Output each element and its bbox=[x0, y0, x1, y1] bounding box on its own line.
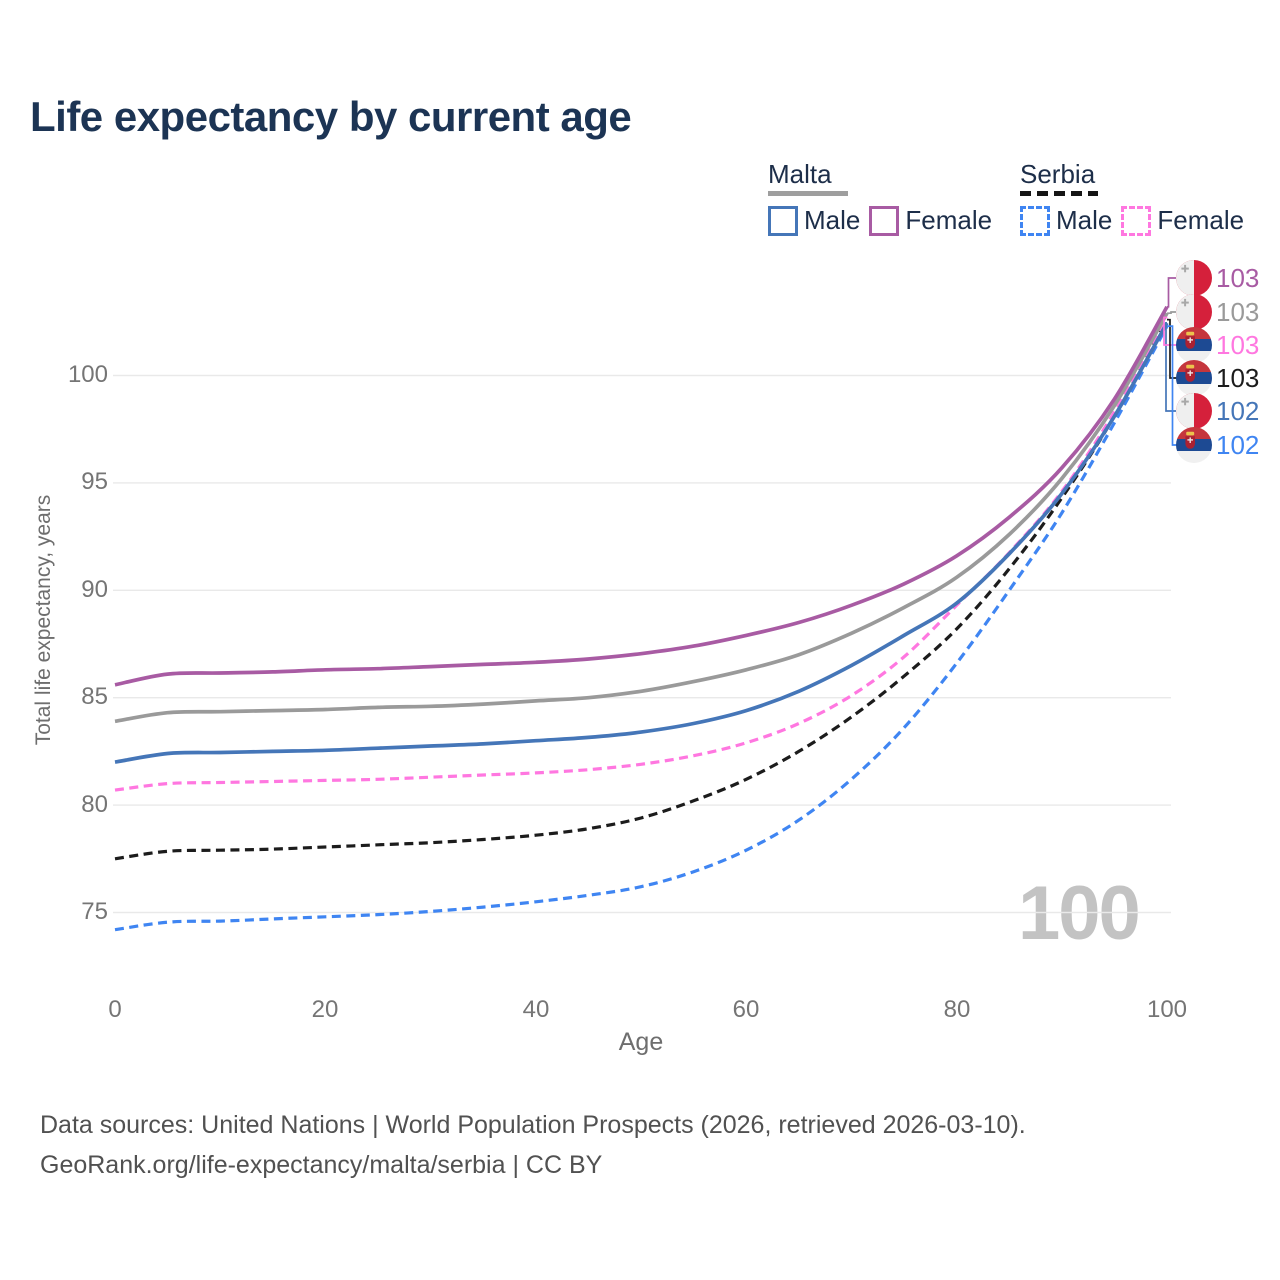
x-axis-title: Age bbox=[618, 1028, 664, 1056]
legend-entries-malta: Male Female bbox=[768, 205, 992, 236]
y-tick-label: 95 bbox=[81, 468, 108, 495]
data-sources-text: Data sources: United Nations | World Pop… bbox=[40, 1111, 1026, 1139]
y-tick-label: 85 bbox=[81, 683, 108, 710]
page-title: Life expectancy by current age bbox=[30, 93, 632, 140]
end-label-row: 103 bbox=[1176, 360, 1259, 396]
y-tick-label: 90 bbox=[81, 576, 108, 603]
legend-item-serbia-male[interactable]: Male bbox=[1020, 205, 1112, 236]
y-tick-label: 100 bbox=[67, 361, 108, 388]
series-line-malta-female bbox=[114, 305, 1169, 687]
end-label-value: 103 bbox=[1216, 296, 1260, 327]
leader-line-malta-both-sexes bbox=[1167, 311, 1177, 315]
malta-flag-icon bbox=[1176, 393, 1212, 429]
x-tick-label: 40 bbox=[522, 996, 550, 1023]
legend-entries-serbia: Male Female bbox=[1020, 205, 1244, 236]
leader-line-serbia-both-sexes bbox=[1167, 318, 1177, 379]
x-tick-label: 80 bbox=[943, 996, 971, 1023]
series-line-serbia-both-sexes bbox=[114, 318, 1169, 861]
serbia-flag-icon bbox=[1176, 427, 1212, 463]
malta-female-swatch-icon bbox=[869, 205, 900, 236]
series-line-malta-both-sexes bbox=[114, 312, 1169, 724]
x-tick-label: 20 bbox=[311, 996, 339, 1023]
leader-line-malta-female bbox=[1167, 277, 1177, 308]
end-label-value: 103 bbox=[1216, 262, 1260, 293]
malta-flag-icon bbox=[1176, 260, 1212, 296]
malta-flag-icon bbox=[1176, 294, 1212, 330]
legend-label: Male bbox=[804, 205, 861, 235]
end-label-row: 103 bbox=[1176, 327, 1259, 363]
age-watermark: 100 bbox=[1018, 871, 1141, 956]
end-label-row: 102 bbox=[1176, 393, 1259, 429]
serbia-flag-icon bbox=[1176, 327, 1212, 363]
end-label-value: 103 bbox=[1216, 362, 1260, 393]
end-label-row: 103 bbox=[1176, 260, 1259, 296]
leader-line-malta-male bbox=[1165, 322, 1177, 412]
end-label-value: 103 bbox=[1216, 329, 1260, 360]
legend-group-serbia: Serbia bbox=[1020, 160, 1098, 196]
legend-group-malta-label: Malta bbox=[768, 159, 832, 189]
end-label-row: 103 bbox=[1176, 294, 1259, 330]
legend-group-serbia-label: Serbia bbox=[1020, 159, 1096, 189]
x-tick-label: 0 bbox=[108, 996, 122, 1023]
serbia-male-swatch-icon bbox=[1020, 205, 1050, 236]
series-line-serbia-male bbox=[114, 325, 1169, 932]
series-line-malta-male bbox=[114, 321, 1169, 764]
legend-label: Female bbox=[1157, 205, 1245, 235]
legend-item-serbia-female[interactable]: Female bbox=[1121, 205, 1244, 236]
legend-label: Female bbox=[905, 205, 993, 235]
y-tick-label: 75 bbox=[81, 898, 108, 925]
legend-item-malta-male[interactable]: Male bbox=[768, 205, 860, 236]
legend-label: Male bbox=[1056, 205, 1113, 235]
y-tick-label: 80 bbox=[81, 791, 108, 818]
end-label-value: 102 bbox=[1216, 395, 1260, 426]
x-tick-label: 100 bbox=[1146, 996, 1188, 1023]
x-tick-label: 60 bbox=[732, 996, 760, 1023]
legend-malta-line-sample bbox=[768, 191, 848, 196]
end-label-value: 102 bbox=[1216, 429, 1260, 460]
attribution-text: GeoRank.org/life-expectancy/malta/serbia… bbox=[40, 1151, 603, 1179]
legend-item-malta-female[interactable]: Female bbox=[869, 205, 992, 236]
malta-male-swatch-icon bbox=[768, 205, 798, 236]
serbia-female-swatch-icon bbox=[1121, 205, 1152, 236]
serbia-flag-icon bbox=[1176, 360, 1212, 396]
legend-serbia-line-sample bbox=[1020, 191, 1098, 196]
legend-group-malta: Malta bbox=[768, 160, 848, 196]
leader-line-serbia-male bbox=[1167, 325, 1177, 446]
end-label-row: 102 bbox=[1176, 427, 1259, 463]
